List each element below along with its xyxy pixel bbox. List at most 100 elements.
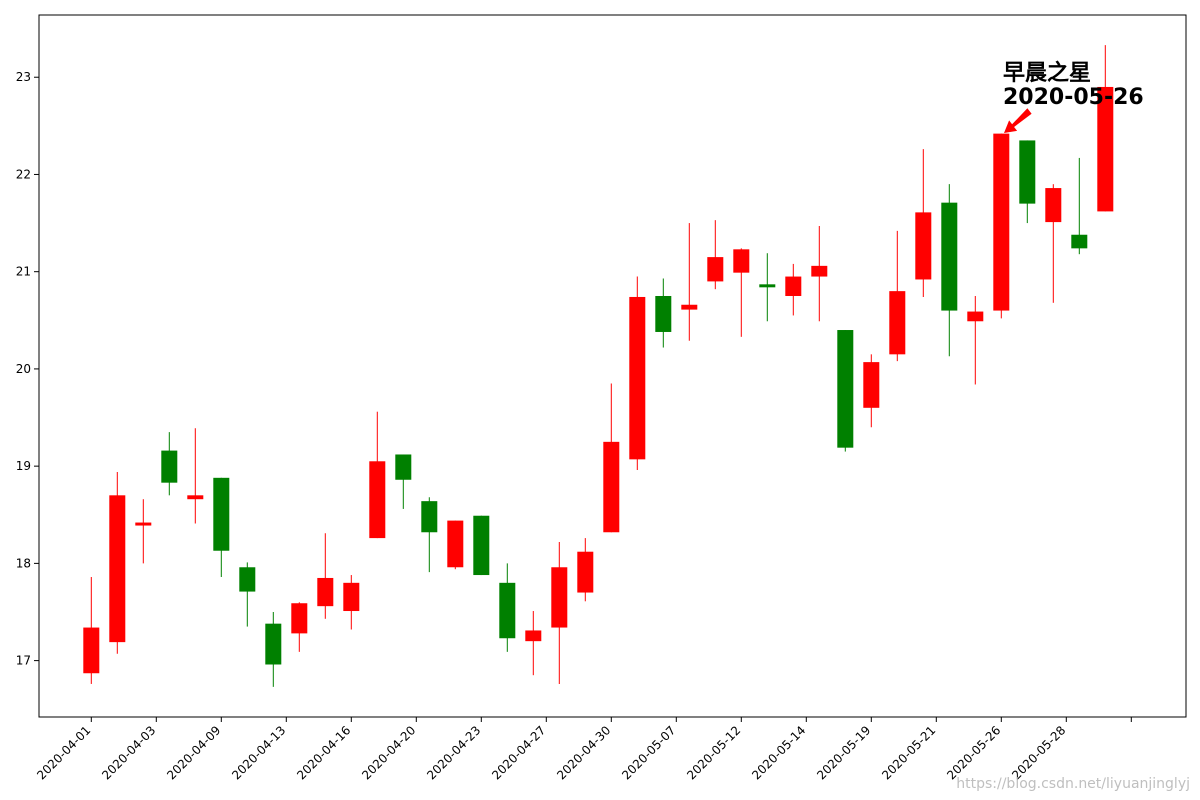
y-axis: 17 18 19 20 21 22 23: [16, 70, 39, 668]
x-tick-label: 2020-04-16: [294, 723, 353, 782]
y-tick-label: 19: [16, 459, 31, 473]
candle: [447, 520, 464, 570]
candle-body: [265, 623, 282, 665]
candle: [473, 515, 490, 576]
candle: [551, 541, 568, 684]
candle-body: [681, 304, 698, 310]
annotation-arrow: [1004, 108, 1032, 133]
x-tick-label: 2020-04-09: [164, 723, 223, 782]
x-tick-label: 2020-05-19: [814, 723, 873, 782]
candle: [967, 295, 984, 385]
candle: [369, 411, 386, 539]
annotation-label-line2: 2020-05-26: [1003, 85, 1144, 110]
y-tick-label: 18: [16, 556, 31, 570]
candle-body: [343, 582, 360, 612]
x-tick-label: 2020-04-23: [424, 723, 483, 782]
annotation: 早晨之星 2020-05-26: [1003, 60, 1144, 133]
candle: [603, 383, 620, 533]
candle: [759, 253, 776, 322]
candle-body: [759, 284, 776, 288]
candle-body: [499, 582, 516, 639]
candle: [83, 576, 100, 684]
candle: [499, 563, 516, 652]
candle-body: [941, 202, 958, 311]
candle-body: [187, 495, 204, 500]
x-tick-label: 2020-05-28: [1009, 723, 1068, 782]
candle-body: [1045, 188, 1062, 223]
candle-body: [811, 265, 828, 277]
candle-body: [239, 567, 256, 592]
x-tick-label: 2020-04-03: [99, 723, 158, 782]
candle: [811, 225, 828, 322]
candle-body: [213, 477, 230, 551]
candle: [135, 499, 152, 564]
candle: [1071, 157, 1088, 255]
candle-body: [525, 630, 542, 642]
candle-body: [161, 450, 178, 483]
candle: [239, 562, 256, 627]
candle-body: [733, 249, 750, 273]
x-tick-label: 2020-04-01: [34, 723, 93, 782]
candle-body: [135, 522, 152, 526]
y-tick-label: 20: [16, 362, 31, 376]
candle: [655, 278, 672, 348]
candle-body: [603, 441, 620, 533]
x-tick-label: 2020-05-26: [944, 723, 1003, 782]
candle-body: [421, 501, 438, 533]
candle: [629, 276, 646, 471]
y-tick-label: 22: [16, 167, 31, 181]
x-tick-label: 2020-04-27: [489, 723, 548, 782]
plot-area: [38, 14, 1187, 718]
candle: [109, 471, 126, 654]
candle-body: [863, 362, 880, 408]
candle: [161, 432, 178, 496]
candle: [1019, 140, 1036, 224]
candle: [993, 133, 1010, 319]
x-tick-label: 2020-05-12: [684, 723, 743, 782]
candle-body: [447, 520, 464, 568]
candle: [525, 611, 542, 676]
x-tick-label: 2020-05-07: [619, 723, 678, 782]
candle-body: [785, 276, 802, 296]
candle: [733, 248, 750, 337]
candle-body: [577, 551, 594, 593]
candle: [837, 330, 854, 452]
candle-body: [369, 461, 386, 539]
candle: [395, 454, 412, 509]
candle-body: [83, 627, 100, 674]
candle-body: [317, 577, 334, 607]
candle: [577, 538, 594, 602]
candle-body: [1071, 234, 1088, 249]
candles: [83, 45, 1114, 687]
candle-body: [1097, 86, 1114, 212]
candle: [317, 533, 334, 619]
candle-body: [993, 133, 1010, 311]
candle: [863, 354, 880, 428]
y-tick-label: 17: [16, 654, 31, 668]
candle-body: [473, 515, 490, 576]
candle: [187, 428, 204, 524]
y-tick-label: 21: [16, 265, 31, 279]
candle: [1097, 45, 1114, 212]
x-tick-label: 2020-04-13: [229, 723, 288, 782]
candle-body: [109, 495, 126, 643]
candle-body: [395, 454, 412, 480]
candle-body: [655, 295, 672, 332]
x-tick-label: 2020-04-20: [359, 723, 418, 782]
candle-body: [967, 311, 984, 322]
candle-body: [915, 212, 932, 280]
candle: [915, 149, 932, 297]
watermark: https://blog.csdn.net/liyuanjinglyj: [956, 776, 1190, 792]
candle-body: [707, 257, 724, 282]
candle: [421, 497, 438, 573]
candle: [889, 230, 906, 362]
candle: [343, 575, 360, 630]
candle: [265, 611, 282, 687]
candle: [707, 220, 724, 290]
candle-body: [837, 330, 854, 448]
x-tick-label: 2020-05-21: [879, 723, 938, 782]
candle: [941, 184, 958, 357]
candle: [1045, 184, 1062, 303]
x-tick-label: 2020-04-30: [554, 723, 613, 782]
